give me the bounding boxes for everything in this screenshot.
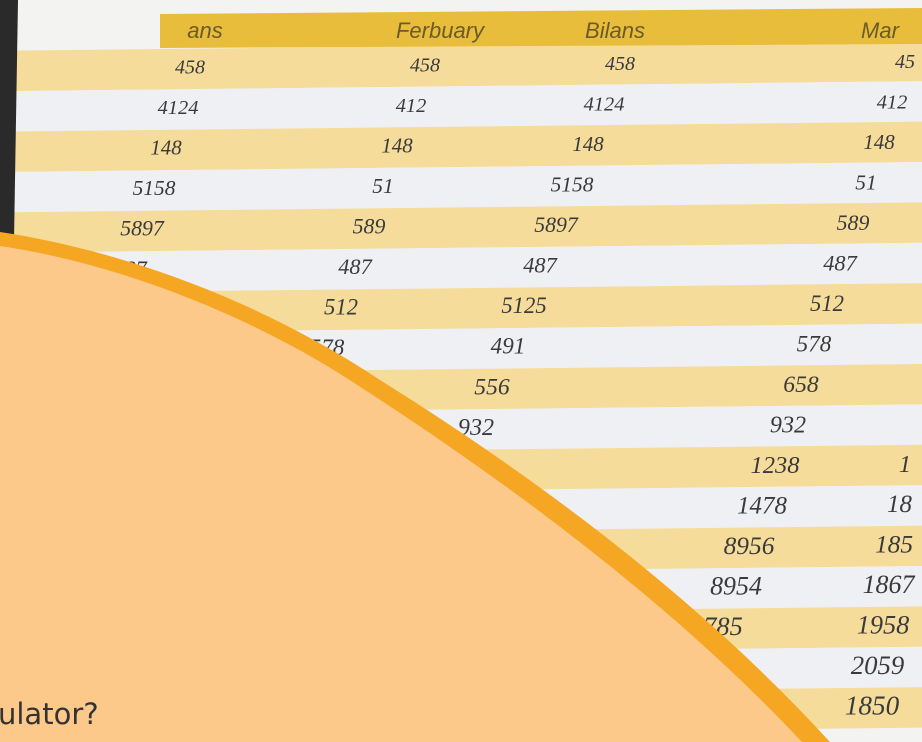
cell: 932 [770,412,806,438]
cell: 1867 [863,570,916,599]
cell: 458 [175,56,205,78]
cell: 148 [863,130,895,154]
column-header: Ferbuary [396,18,486,43]
cell: 578 [797,330,832,356]
cell: 45 [895,51,915,73]
picture: ansFerbuaryBilansMar45845845845412441241… [0,0,922,742]
cell: 148 [572,132,604,156]
cell: 148 [381,134,413,158]
cell: 658 [783,372,819,398]
caption: ulator? [0,697,99,731]
cell: 5125 [501,293,546,318]
column-header: ans [187,18,222,43]
cell: 556 [474,374,510,400]
cell: 8956 [724,532,775,560]
cell: 5897 [120,216,165,240]
column-header: Bilans [585,18,645,43]
cell: 5158 [551,173,594,197]
cell: 18 [887,491,912,518]
cell: 51 [372,174,393,198]
cell: 8954 [710,571,762,600]
cell: 412 [396,95,427,117]
cell: 487 [338,254,372,279]
cell: 5158 [133,176,176,200]
column-header: Mar [861,18,901,43]
cell: 589 [353,215,386,239]
cell: 512 [324,295,358,320]
cell: 4124 [158,97,199,119]
cell: 4124 [584,94,625,116]
cell: 1238 [751,452,800,479]
cell: 1850 [845,690,900,720]
cell: 491 [491,333,526,359]
cell: 458 [410,55,440,77]
cell: 1958 [857,611,910,640]
cell: 148 [150,135,182,159]
cell: 487 [823,250,857,275]
cell: 458 [605,53,635,75]
cell: 185 [875,531,913,559]
cell: 589 [837,211,870,235]
cell: 512 [810,291,844,316]
cell: 412 [877,91,908,113]
cell: 51 [855,170,876,194]
cell: 1478 [737,492,787,519]
header-band [160,8,922,48]
cell: 487 [523,253,557,278]
cell: 2059 [851,650,905,680]
cell: 5897 [534,213,579,237]
cell: 1 [899,451,911,478]
